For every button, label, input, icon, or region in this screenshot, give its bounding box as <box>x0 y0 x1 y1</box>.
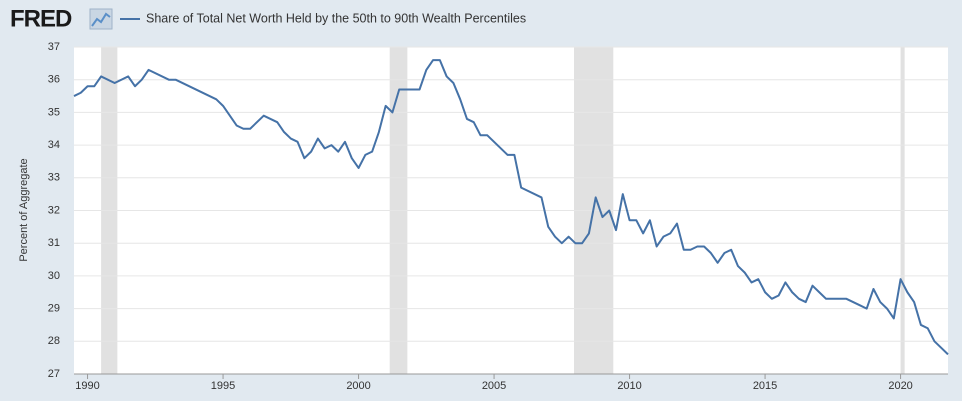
y-tick-label: 31 <box>48 237 60 249</box>
y-tick-label: 34 <box>48 139 60 151</box>
logo: FRED <box>10 5 72 32</box>
y-tick-label: 32 <box>48 204 60 216</box>
x-tick-label: 2015 <box>753 380 777 392</box>
x-tick-label: 1990 <box>75 380 99 392</box>
y-tick-label: 36 <box>48 74 60 86</box>
logo-icon <box>89 8 113 30</box>
x-tick-label: 2005 <box>482 380 506 392</box>
y-tick-label: 35 <box>48 106 60 118</box>
x-tick-label: 1995 <box>211 380 235 392</box>
y-tick-label: 33 <box>48 172 60 184</box>
legend-label: Share of Total Net Worth Held by the 50t… <box>146 11 526 25</box>
x-tick-label: 2000 <box>346 380 370 392</box>
y-tick-label: 37 <box>48 41 60 53</box>
y-tick-label: 30 <box>48 270 60 282</box>
y-tick-label: 27 <box>48 368 60 380</box>
y-tick-label: 28 <box>48 335 60 347</box>
x-tick-label: 2010 <box>617 380 641 392</box>
y-tick-label: 29 <box>48 303 60 315</box>
y-axis-label: Percent of Aggregate <box>18 158 30 261</box>
data-line <box>73 59 949 356</box>
x-tick-label: 2020 <box>888 380 912 392</box>
